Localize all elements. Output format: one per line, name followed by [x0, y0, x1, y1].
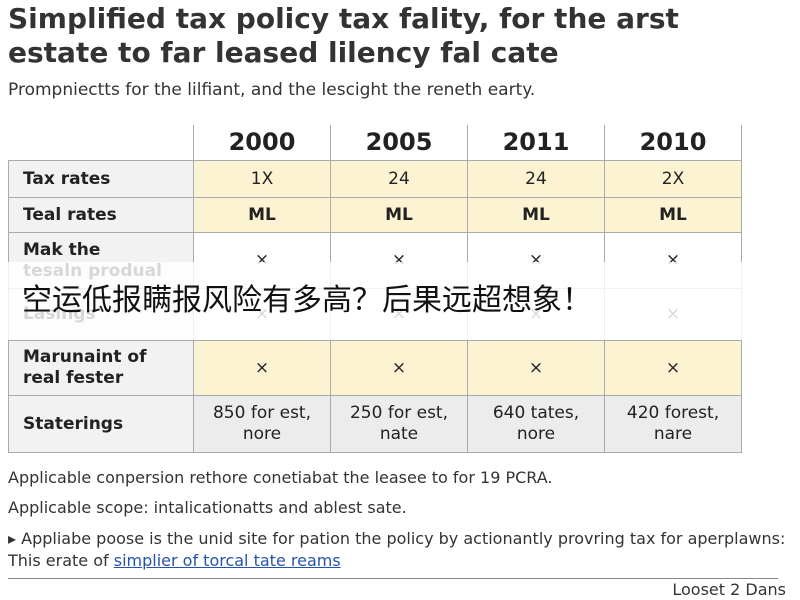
row: Teal rates ML ML ML ML — [8, 197, 742, 233]
cell-line: nate — [379, 424, 419, 444]
row-label: Tax rates — [8, 160, 194, 198]
label-line: Mak the — [23, 239, 101, 260]
column-label: 2010 — [639, 128, 707, 156]
cell-line: 640 tates, — [492, 403, 580, 423]
cell: 640 tates, nore — [467, 395, 605, 453]
label-line: Staterings — [23, 413, 124, 434]
cell-line: × — [528, 357, 544, 378]
cell-line: ML — [385, 204, 413, 225]
row: Staterings 850 for est, nore 250 for est, na… — [8, 395, 742, 453]
row-label: Staterings — [8, 395, 194, 453]
cell: 420 forest, nare — [604, 395, 742, 453]
cell: ML — [193, 197, 331, 233]
bullet: ▸ Appliabe poose is the unid site for pa… — [8, 529, 786, 570]
label-line: Tax rates — [23, 168, 111, 189]
cell: 24 — [467, 160, 605, 198]
rule — [8, 578, 778, 579]
subtitle: Prompniectts for the lilfiant, and the l… — [8, 80, 536, 100]
cell: × — [467, 340, 605, 396]
label-line: Teal rates — [23, 204, 117, 225]
cell: ML — [330, 197, 468, 233]
column-header: 2010 — [604, 125, 742, 161]
row-label: Marunaint of real fester — [8, 340, 194, 396]
column-label: 2005 — [365, 128, 433, 156]
label-line: Marunaint of — [23, 347, 147, 367]
column-header: 2005 — [330, 125, 468, 161]
cell-line: nore — [242, 424, 282, 444]
column-label: 2011 — [502, 128, 570, 156]
cell: ML — [467, 197, 605, 233]
cell: × — [604, 340, 742, 396]
title-line: Simplified tax policy tax fality, for th… — [8, 2, 679, 35]
cell-line: × — [391, 357, 407, 378]
cell-line: 1X — [250, 168, 274, 189]
cell-line: × — [665, 357, 681, 378]
cell-line: 420 forest, — [626, 403, 720, 423]
cell: 250 for est, nate — [330, 395, 468, 453]
cell-line: × — [254, 357, 270, 378]
column-header: 2000 — [193, 125, 331, 161]
header-row: 2000 2005 2011 2010 — [8, 125, 742, 161]
cell-line: ML — [522, 204, 550, 225]
cell-line: ML — [659, 204, 687, 225]
title-line: estate to far leased lilency fal cate — [8, 36, 559, 69]
banner: 空运低报瞒报风险有多高？后果远超想象！ — [0, 262, 800, 340]
title: Simplified tax policy tax fality, for th… — [8, 2, 679, 70]
column-label: 2000 — [228, 128, 296, 156]
corner — [8, 125, 194, 161]
note: Applicable conpersion rethore conetiabat… — [8, 468, 553, 487]
cell-line: 2X — [661, 168, 685, 189]
cell-line: 850 for est, — [212, 403, 311, 423]
column-header: 2011 — [467, 125, 605, 161]
cell: ML — [604, 197, 742, 233]
row: Marunaint of real fester × × × × — [8, 340, 742, 396]
footer: Looset 2 Dans — [672, 580, 786, 599]
cell: × — [193, 340, 331, 396]
bullet-text: Appliabe poose is the unid site for pati… — [8, 529, 786, 570]
link[interactable]: simplier of torcal tate reams — [113, 551, 341, 570]
cell-line: nare — [653, 424, 693, 444]
cell: 2X — [604, 160, 742, 198]
row: Tax rates 1X 24 24 2X — [8, 160, 742, 198]
cell: 24 — [330, 160, 468, 198]
row-label: Teal rates — [8, 197, 194, 233]
cell-line: 24 — [388, 168, 410, 189]
label-line: real fester — [23, 368, 124, 388]
note: Applicable scope: intalicationatts and a… — [8, 498, 407, 517]
cell: 1X — [193, 160, 331, 198]
cell-line: ML — [248, 204, 276, 225]
cell: × — [330, 340, 468, 396]
cell-line: 24 — [525, 168, 547, 189]
cell: 850 for est, nore — [193, 395, 331, 453]
cell-line: 250 for est, — [349, 403, 448, 423]
cell-line: nore — [516, 424, 556, 444]
